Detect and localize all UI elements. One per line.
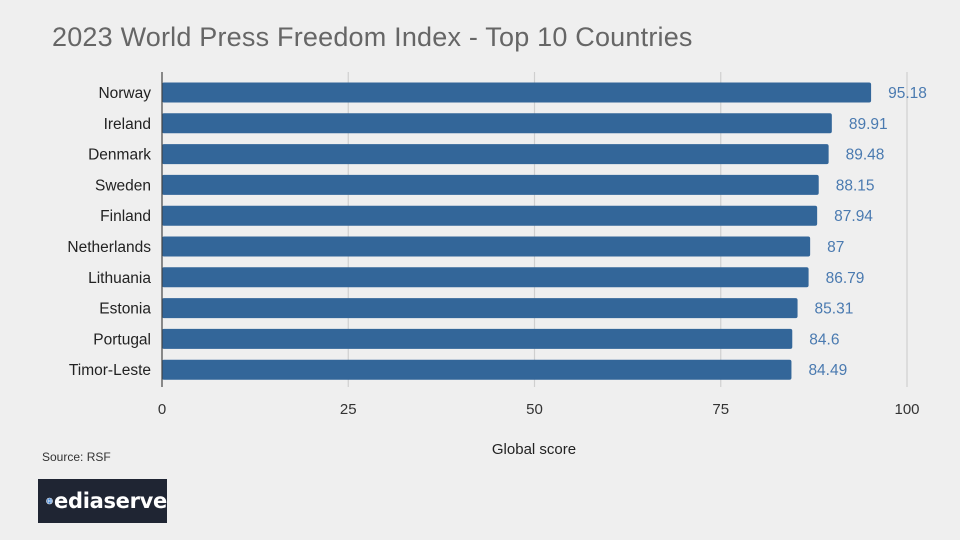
x-tick-label: 100 [894, 401, 919, 418]
data-label: 95.18 [888, 85, 927, 102]
data-label: 89.91 [849, 116, 888, 133]
bar [162, 205, 818, 226]
data-label: 84.49 [808, 362, 847, 379]
data-label: 84.6 [809, 331, 839, 348]
category-label: Ireland [104, 116, 151, 133]
category-label: Finland [100, 208, 151, 225]
data-label: 87 [827, 239, 844, 256]
data-label: 86.79 [826, 270, 865, 287]
category-label: Netherlands [67, 239, 151, 256]
x-axis-title: Global score [492, 441, 576, 458]
category-label: Lithuania [88, 270, 151, 287]
bars [162, 82, 872, 380]
data-label: 88.15 [836, 177, 875, 194]
category-label: Norway [98, 85, 151, 102]
m-waveform-icon [46, 497, 53, 505]
x-tick-label: 75 [712, 401, 729, 418]
bar [162, 113, 832, 134]
bar [162, 328, 793, 349]
x-tick-label: 50 [526, 401, 543, 418]
bar [162, 82, 872, 103]
category-label: Timor-Leste [69, 362, 151, 379]
category-label: Portugal [93, 331, 151, 348]
category-label: Denmark [88, 147, 151, 164]
bar [162, 144, 829, 165]
bar [162, 359, 792, 380]
data-label: 89.48 [846, 147, 885, 164]
data-label: 85.31 [815, 301, 854, 318]
category-labels: Norway Ireland Denmark Sweden Finland Netherl… [67, 85, 151, 379]
bar [162, 174, 819, 195]
chart-title: 2023 World Press Freedom Index - Top 10 … [52, 22, 693, 52]
bar [162, 298, 798, 319]
logo-text: ediaserve [54, 489, 167, 513]
x-tick-label: 25 [340, 401, 357, 418]
source-note: Source: RSF [42, 450, 111, 464]
x-tick-label: 0 [158, 401, 166, 418]
category-label: Sweden [95, 177, 151, 194]
bar [162, 236, 811, 257]
bar [162, 267, 809, 288]
category-label: Estonia [99, 301, 151, 318]
x-tick-labels: 0 25 50 75 100 [158, 401, 920, 418]
mediaserve-logo: ediaserve [38, 479, 167, 523]
data-label: 87.94 [834, 208, 873, 225]
